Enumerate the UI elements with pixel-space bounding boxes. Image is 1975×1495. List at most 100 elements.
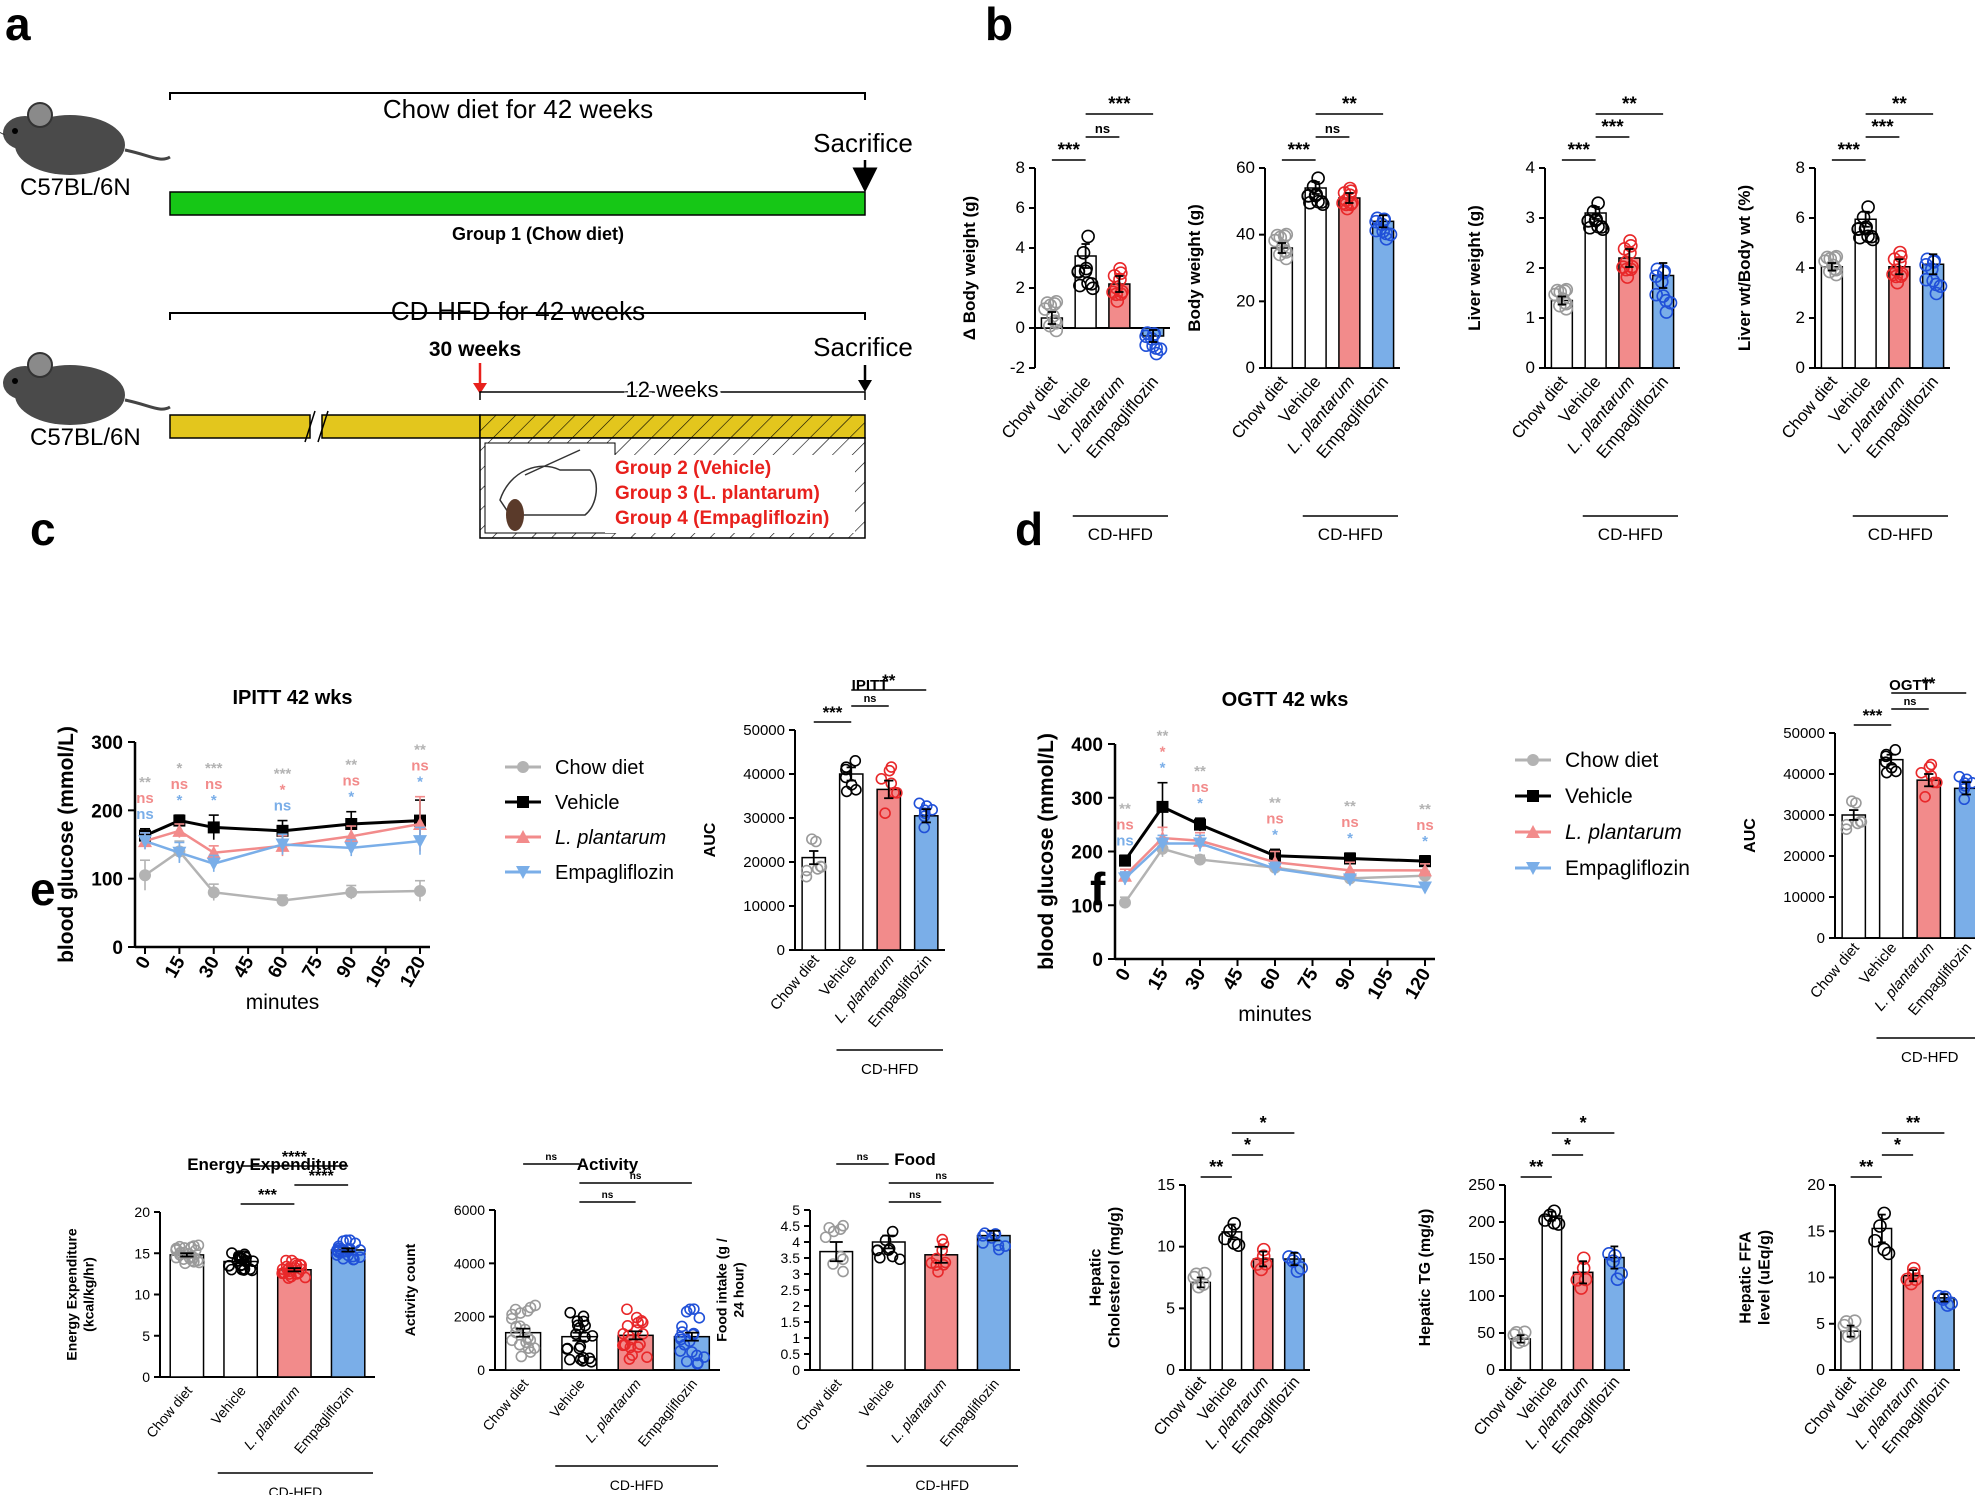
significance-label: * xyxy=(1160,744,1166,761)
data-point xyxy=(937,1238,950,1250)
significance-label: ns xyxy=(274,798,292,815)
y-tick-label: 200 xyxy=(91,801,123,822)
significance-label: ** xyxy=(882,671,896,690)
y-axis-label: AUC xyxy=(702,822,719,857)
bar xyxy=(1820,266,1844,369)
significance-label: ** xyxy=(1419,801,1431,818)
y-tick-label: 250 xyxy=(1468,1177,1495,1194)
y-axis-label: Hepatic FFA level (uEq/g) xyxy=(1738,1230,1774,1325)
data-point xyxy=(1581,213,1596,228)
data-point xyxy=(932,1266,944,1278)
significance-label: ns xyxy=(909,1190,921,1201)
group3-label: Group 3 (L. plantarum) xyxy=(615,483,820,504)
data-point xyxy=(139,869,151,882)
data-point xyxy=(1081,229,1095,244)
significance-label: *** xyxy=(1058,140,1081,161)
data-point xyxy=(1294,1261,1309,1275)
x-tick-label: 60 xyxy=(264,953,293,982)
significance-label: ns xyxy=(857,1152,869,1163)
x-axis-label: minutes xyxy=(246,991,320,1014)
y-tick-label: 20000 xyxy=(743,854,785,871)
significance-label: ns xyxy=(935,1171,947,1182)
bar xyxy=(330,1249,366,1378)
legend-marker xyxy=(517,796,529,808)
y-tick-label: 20000 xyxy=(1783,848,1825,865)
significance-label: ** xyxy=(1157,728,1169,745)
series-line xyxy=(1124,842,1426,889)
legend-marker xyxy=(1526,862,1540,875)
data-point xyxy=(913,797,926,810)
series-line xyxy=(1123,804,1426,863)
legend-label: L. plantarum xyxy=(555,827,666,849)
data-point xyxy=(1258,1256,1273,1271)
hfd-label: CD-HFD xyxy=(1598,525,1663,544)
data-point xyxy=(1904,1276,1919,1291)
data-point xyxy=(1877,1206,1891,1221)
data-point xyxy=(1889,269,1903,284)
significance-label: ns xyxy=(630,1171,642,1182)
data-point xyxy=(1040,296,1055,310)
y-tick-label: 60 xyxy=(1236,158,1255,177)
data-point xyxy=(1139,338,1153,353)
data-point xyxy=(1925,770,1938,782)
series-line xyxy=(144,822,421,854)
significance-label: * xyxy=(1422,833,1428,850)
data-point xyxy=(1418,863,1432,877)
data-point xyxy=(814,860,827,873)
bar xyxy=(1916,779,1942,939)
y-tick-label: 10000 xyxy=(743,898,785,915)
significance-label: *** xyxy=(258,1187,277,1204)
mouse-icon xyxy=(3,352,171,425)
y-tick-label: 0 xyxy=(792,1362,800,1378)
y-axis-label: Hepatic TG (mg/g) xyxy=(1417,1209,1434,1347)
legend-marker xyxy=(1527,754,1539,766)
panel-label-a: a xyxy=(5,0,31,50)
data-point xyxy=(1268,862,1282,876)
y-tick-label: 6 xyxy=(1016,198,1025,217)
legend-marker xyxy=(516,866,530,879)
y-tick-label: 6000 xyxy=(454,1202,485,1218)
data-point xyxy=(193,1256,206,1269)
y-tick-label: 100 xyxy=(1071,896,1103,917)
significance-label: ns xyxy=(864,693,877,705)
x-tick-label: 75 xyxy=(1294,965,1323,994)
y-tick-label: 0 xyxy=(1526,358,1535,377)
legend-marker xyxy=(517,761,529,773)
y-tick-label: 0 xyxy=(1166,1362,1175,1379)
y-tick-label: 40000 xyxy=(1783,766,1825,783)
bar xyxy=(1953,787,1975,939)
chart-title: IPITT xyxy=(852,677,889,694)
x-tick-label: 0 xyxy=(132,953,155,973)
significance-label: **** xyxy=(282,1149,308,1166)
y-tick-label: 4 xyxy=(1016,238,1025,257)
data-point xyxy=(993,1243,1005,1256)
y-axis-label: Body weight (g) xyxy=(1185,204,1204,331)
category-label: Chow diet xyxy=(479,1376,531,1434)
hfd-label: CD-HFD xyxy=(1088,525,1153,544)
hfd-label: CD-HFD xyxy=(861,1061,919,1078)
significance-label: ns xyxy=(136,806,154,823)
data-point xyxy=(1559,302,1574,316)
data-point xyxy=(886,1250,899,1263)
y-tick-label: 4 xyxy=(792,1234,800,1250)
hfd-label: CD-HFD xyxy=(1901,1049,1959,1066)
data-point xyxy=(344,841,359,855)
bar xyxy=(1871,1227,1893,1371)
data-point xyxy=(1606,1254,1620,1269)
significance-label: *** xyxy=(1838,140,1861,161)
data-point xyxy=(247,1255,259,1268)
data-point xyxy=(276,894,289,907)
chart-food-intake: 00.511.522.533.544.55 Food intake (g /24 … xyxy=(714,1150,1020,1493)
sacrifice-label: Sacrifice xyxy=(813,332,913,362)
legend-marker xyxy=(1526,825,1540,838)
y-tick-label: 4 xyxy=(1796,258,1805,277)
data-point xyxy=(1119,896,1131,909)
legend-label: Empagliflozin xyxy=(1565,857,1690,880)
data-point xyxy=(226,1247,238,1259)
treatment-bar xyxy=(479,414,866,439)
bar xyxy=(1270,247,1294,369)
data-point xyxy=(989,1228,1002,1240)
hfd-label: CD-HFD xyxy=(915,1477,969,1493)
chart-activity: 0 2000 4000 6000 Activity count Chow diet Vehi… xyxy=(402,1152,720,1493)
